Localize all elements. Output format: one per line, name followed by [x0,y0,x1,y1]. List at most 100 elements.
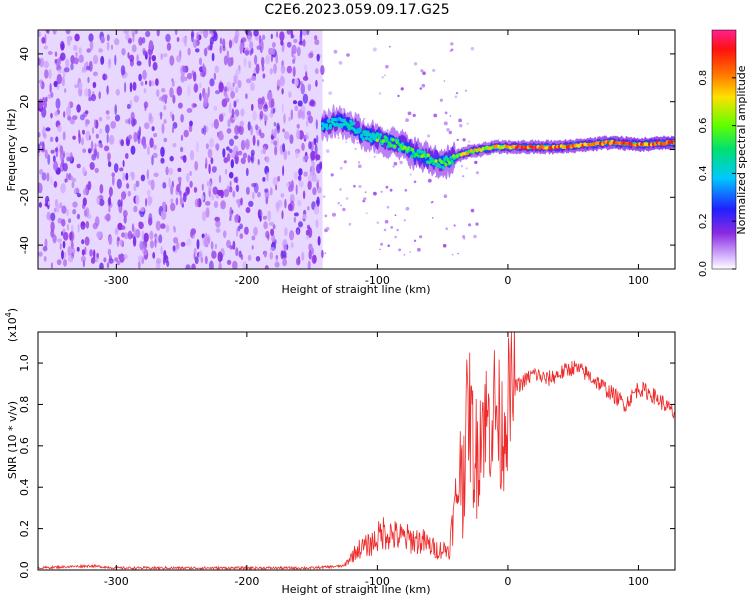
snr-scale-exponent: 4 [4,312,13,317]
noise-blob [71,181,75,189]
signal-halo [449,155,453,160]
noise-blob [162,53,168,58]
noise-blob [236,98,239,103]
noise-blob [292,100,298,105]
noise-blob [140,81,144,86]
noise-blob [276,137,279,148]
sparse-point [381,76,384,79]
noise-blob [190,228,196,235]
noise-blob [267,91,273,101]
noise-blob [308,115,313,124]
sparse-point [380,190,383,193]
noise-blob [281,210,284,220]
noise-blob [61,76,65,87]
noise-blob [306,110,312,117]
noise-blob [114,114,121,122]
noise-blob [114,257,119,262]
noise-blob [57,68,63,74]
noise-blob [63,259,67,267]
noise-blob [239,223,244,230]
x-tick-label: 0 [504,575,511,588]
noise-blob [114,38,120,46]
noise-blob [286,41,292,48]
noise-blob [295,184,298,195]
noise-blob [133,131,138,143]
noise-blob [133,205,138,213]
noise-blob [176,242,180,250]
noise-blob [229,138,234,147]
noise-blob [82,188,88,196]
noise-blob [59,145,64,155]
sparse-point [443,194,448,198]
noise-blob [186,108,193,113]
noise-blob [281,88,284,95]
noise-blob [270,187,273,196]
noise-blob [130,111,135,121]
noise-blob [46,30,50,35]
noise-blob [116,178,122,189]
noise-blob [276,31,279,38]
noise-blob [211,122,214,128]
noise-blob [215,220,221,228]
noise-blob [248,60,252,69]
noise-blob [73,188,77,195]
noise-blob [274,145,278,156]
sparse-point [457,252,460,255]
sparse-point [324,214,328,218]
noise-blob [53,161,59,171]
noise-blob [38,98,44,109]
sparse-point [399,160,403,165]
x-tick-label: -100 [365,575,390,588]
noise-blob [215,143,220,151]
noise-blob [251,235,256,241]
noise-blob [317,236,321,246]
noise-blob [153,172,159,177]
noise-blob [150,80,155,87]
x-tick-label: -300 [104,274,129,287]
noise-blob [264,265,269,269]
noise-blob [262,34,266,40]
noise-blob [281,250,287,258]
signal-core [338,123,342,127]
colorbar-tick-label: 0.8 [698,70,709,86]
noise-blob [56,73,62,85]
noise-blob [153,144,157,150]
noise-blob [136,60,142,66]
noise-blob [143,101,149,109]
noise-blob [315,154,321,161]
noise-blob [151,155,154,166]
noise-blob [38,31,41,38]
noise-blob [245,167,249,177]
snr-x-ticks: -300 -200 -100 0 100 [104,332,649,588]
noise-blob [147,195,152,206]
sparse-point [379,248,381,251]
sparse-point [342,207,346,212]
noise-blob [125,32,130,41]
sparse-point [412,113,416,118]
noise-blob [191,263,196,269]
noise-blob [253,226,258,236]
noise-blob [269,247,275,252]
noise-blob [240,254,244,261]
sparse-point [417,247,421,252]
noise-blob [209,30,212,35]
noise-blob [43,100,47,109]
noise-blob [92,71,98,77]
noise-blob [161,123,165,134]
noise-blob [142,69,147,80]
noise-blob [308,141,312,150]
sparse-point [462,138,466,142]
noise-blob [120,65,126,76]
sparse-point [346,53,350,57]
noise-blob [212,31,218,42]
noise-blob [142,249,148,256]
noise-blob [298,180,304,188]
sparse-point [422,71,426,75]
sparse-point [442,243,447,248]
noise-blob [38,251,43,257]
noise-blob [46,172,50,182]
noise-blob [100,36,105,44]
noise-blob [202,63,205,72]
noise-blob [196,31,200,43]
noise-blob [94,148,98,157]
